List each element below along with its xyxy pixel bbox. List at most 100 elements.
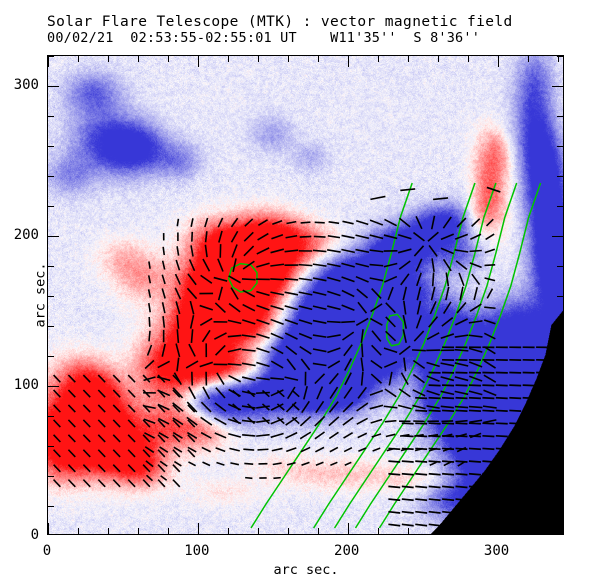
y-tick (48, 326, 54, 328)
field-vector (148, 303, 151, 313)
field-vector (112, 404, 121, 413)
field-vector (426, 405, 440, 409)
field-vector (298, 263, 313, 267)
field-vector (469, 419, 483, 423)
field-vector (326, 262, 341, 268)
field-vector (256, 318, 270, 325)
field-vector (431, 258, 435, 273)
field-vector (412, 359, 426, 370)
field-vector (397, 233, 412, 240)
field-vector (242, 289, 256, 298)
y-tick (557, 416, 563, 418)
field-vector (174, 287, 182, 300)
field-vector (160, 475, 168, 481)
x-tick (107, 56, 110, 62)
field-vector (67, 464, 76, 473)
field-vector (156, 376, 171, 382)
field-vector (355, 275, 369, 283)
field-vector (159, 460, 168, 467)
field-vector (172, 464, 181, 473)
x-tick (48, 56, 50, 67)
field-vector (415, 215, 423, 230)
field-vector (454, 318, 469, 326)
field-vector (214, 302, 226, 314)
field-vector (416, 286, 422, 301)
y-tick (557, 206, 563, 208)
x-tick (377, 528, 379, 534)
field-vector (242, 319, 256, 325)
field-vector (284, 376, 299, 381)
field-vector (228, 374, 242, 383)
field-vector (256, 391, 270, 394)
field-vector (298, 332, 313, 340)
field-vector (231, 244, 238, 258)
field-vector (442, 216, 452, 229)
field-vector (426, 332, 440, 341)
x-tick (527, 528, 529, 534)
field-vector (388, 485, 401, 489)
field-vector (299, 416, 312, 427)
field-vector (356, 417, 369, 425)
field-vector (312, 305, 327, 311)
contour-line (313, 182, 476, 529)
field-vector (204, 217, 209, 228)
field-vector (536, 396, 549, 400)
field-vector (213, 276, 228, 282)
y-tick (552, 86, 563, 88)
field-vector (384, 218, 398, 227)
field-vector (401, 523, 414, 527)
field-vector (433, 197, 449, 201)
field-vector (400, 188, 416, 192)
field-vector (441, 472, 455, 476)
field-vector (412, 389, 426, 397)
y-tick (557, 56, 563, 58)
field-vector (454, 233, 469, 240)
plot-area (47, 55, 564, 535)
field-vector (291, 403, 300, 411)
field-vector (172, 431, 183, 439)
field-vector (241, 405, 256, 409)
field-vector (371, 344, 382, 356)
field-vector (188, 386, 197, 400)
field-vector (484, 264, 496, 267)
field-vector (157, 389, 166, 398)
field-vector (52, 374, 61, 383)
x-tick (257, 56, 260, 62)
field-vector (482, 396, 495, 400)
field-vector (327, 235, 341, 239)
field-vector (229, 447, 240, 452)
field-vector (468, 320, 483, 324)
field-vector (482, 434, 495, 438)
x-tick (317, 56, 320, 62)
field-vector (483, 360, 496, 369)
field-vector (483, 319, 496, 325)
field-vector (468, 523, 481, 527)
x-tick (407, 528, 409, 534)
field-vector (468, 447, 481, 451)
field-vector (398, 217, 411, 228)
field-vector (369, 263, 384, 267)
field-vector (315, 461, 324, 467)
field-vector (300, 221, 311, 224)
field-vector (242, 303, 256, 312)
field-vector (442, 460, 455, 463)
field-vector (370, 373, 383, 384)
field-vector (468, 498, 481, 502)
field-vector (67, 434, 76, 443)
field-vector (256, 361, 270, 368)
field-vector (431, 272, 435, 287)
y-tick (557, 296, 563, 298)
field-vector (298, 305, 313, 311)
field-vector (454, 405, 469, 409)
field-vector (427, 231, 439, 242)
field-vector (454, 376, 469, 382)
field-vector (285, 431, 298, 439)
field-vector (329, 386, 339, 400)
field-vector (495, 498, 508, 502)
field-vector (127, 389, 136, 398)
field-vector (284, 291, 299, 296)
field-vector (428, 485, 441, 489)
field-vector (486, 288, 494, 299)
field-vector (67, 404, 76, 413)
field-vector (430, 286, 436, 301)
